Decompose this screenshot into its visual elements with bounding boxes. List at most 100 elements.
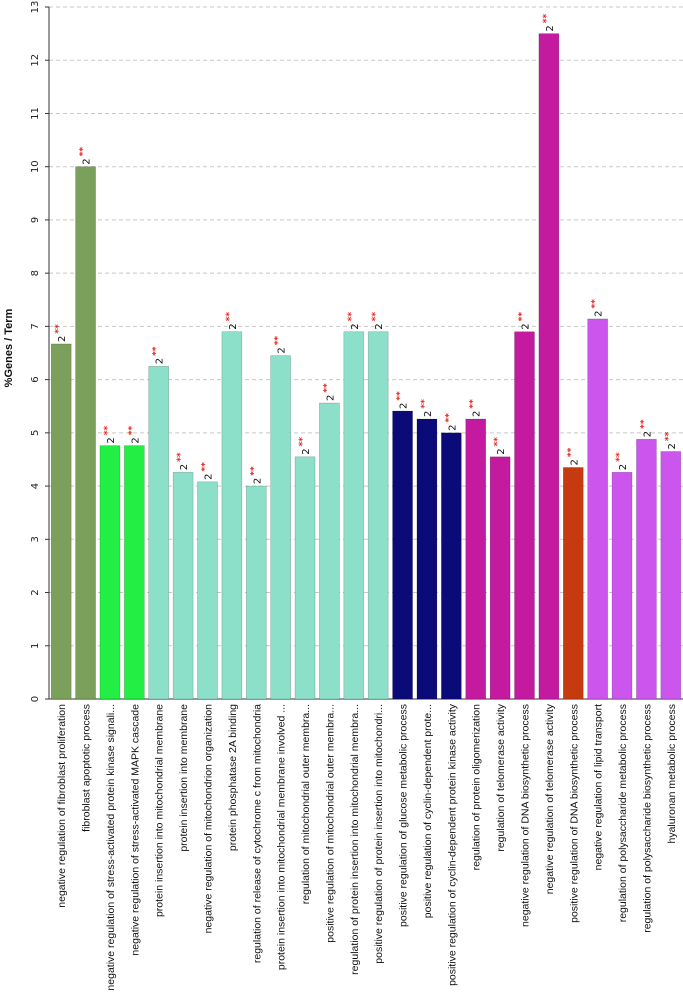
- gene-count-label: 2: [447, 424, 458, 430]
- gene-count-label: 2: [594, 311, 605, 317]
- gene-count-label: 2: [204, 473, 215, 479]
- bar: [99, 445, 121, 700]
- bar-data-label: 2**: [615, 452, 629, 470]
- bar-data-label: 2**: [664, 431, 678, 449]
- bar-data-label: 2**: [420, 399, 434, 417]
- x-category-label: hyaluronan metabolic process: [666, 704, 678, 844]
- x-category-label: positive regulation of cyclin-dependent …: [446, 703, 458, 986]
- significance-label: **: [127, 426, 137, 436]
- y-tick-label: 1: [30, 643, 41, 649]
- gene-count-label: 2: [106, 437, 117, 443]
- gene-count-label: 2: [350, 323, 361, 329]
- y-tick-label: 0: [30, 696, 41, 702]
- bar-data-label: 2 **: [469, 399, 483, 417]
- bar: [392, 410, 413, 700]
- bar: [124, 445, 145, 700]
- y-tick-label: 7: [30, 323, 41, 329]
- x-category-label: protein phosphatase 2A binding: [227, 704, 239, 851]
- y-tick-label: 12: [30, 54, 41, 67]
- significance-label: **: [542, 14, 552, 24]
- significance-label: **: [444, 413, 454, 423]
- bar: [148, 366, 170, 700]
- gene-count-label: 2: [155, 358, 166, 364]
- gene-count-label: 2: [521, 323, 532, 329]
- bar: [270, 355, 291, 700]
- x-category-label: positive regulation of cyclin-dependent …: [422, 704, 434, 918]
- bar-data-label: 2**: [493, 437, 507, 455]
- bar-data-label: 2**: [542, 14, 556, 32]
- bar-data-label: 2**: [518, 312, 532, 330]
- significance-label: **: [518, 312, 528, 322]
- x-axis-labels: negative regulation of fibroblast prolif…: [56, 703, 678, 990]
- bar-data-label: 2 **: [591, 299, 605, 317]
- gene-count-label: 2: [545, 25, 556, 31]
- significance-label: **: [201, 462, 211, 472]
- y-tick-label: 9: [30, 217, 41, 223]
- significance-label: **: [420, 399, 430, 409]
- bar: [416, 418, 438, 700]
- significance-label: **: [152, 346, 162, 356]
- bar-data-label: 2**: [274, 336, 288, 354]
- bar: [172, 471, 194, 700]
- bar: [538, 33, 560, 700]
- bar: [319, 402, 340, 700]
- significance-label: **: [396, 391, 406, 401]
- x-category-label: protein insertion into membrane: [178, 704, 190, 852]
- x-category-label: fibroblast apoptotic process: [81, 704, 93, 832]
- bar-data-label: 2**: [322, 383, 336, 401]
- gene-count-label: 2: [642, 431, 653, 437]
- x-category-label: regulation of polysaccharide biosyntheti…: [641, 704, 653, 933]
- bar: [367, 331, 389, 700]
- significance-label: **: [566, 447, 576, 457]
- bar: [441, 432, 462, 700]
- y-axis-label: %Genes / Term: [3, 308, 15, 387]
- bar: [660, 451, 682, 700]
- bar-data-label: 2**: [127, 426, 141, 444]
- significance-label: **: [591, 299, 601, 309]
- x-category-label: protein insertion into mitochondrial mem…: [276, 704, 288, 970]
- y-tick-label: 2: [30, 589, 41, 595]
- bar: [343, 331, 365, 700]
- bar: [221, 331, 243, 700]
- bar-data-label: 2**: [103, 426, 117, 444]
- y-tick-label: 13: [30, 1, 41, 14]
- bar: [489, 456, 511, 700]
- bar-data-label: 2 **: [639, 419, 653, 437]
- y-tick-label: 11: [30, 107, 41, 120]
- significance-label: **: [249, 466, 259, 476]
- gene-count-label: 2: [179, 464, 190, 470]
- y-tick-label: 5: [30, 430, 41, 436]
- bar-data-label: 2**: [249, 466, 263, 484]
- significance-label: **: [469, 399, 479, 409]
- x-category-label: regulation of protein insertion into mit…: [349, 704, 361, 975]
- gene-count-label: 2: [57, 336, 68, 342]
- y-tick-label: 4: [30, 483, 41, 489]
- gene-count-label: 2: [496, 448, 507, 454]
- bar-data-label: 2**: [566, 447, 580, 465]
- significance-label: **: [639, 419, 649, 429]
- x-category-label: positive regulation of DNA biosynthetic …: [568, 704, 580, 923]
- significance-label: **: [493, 437, 503, 447]
- gene-count-label: 2: [618, 464, 629, 470]
- significance-label: **: [79, 147, 89, 157]
- bar-data-label: 2**: [347, 312, 361, 330]
- gene-count-label: 2: [374, 323, 385, 329]
- significance-label: **: [298, 437, 308, 447]
- gene-count-label: 2: [472, 411, 483, 417]
- bar-data-label: 2**: [201, 462, 215, 480]
- bar: [50, 343, 72, 700]
- bar-data-label: 2**: [396, 391, 410, 409]
- gene-count-label: 2: [228, 323, 239, 329]
- significance-label: **: [347, 312, 357, 322]
- bar: [294, 456, 316, 700]
- x-category-label: regulation of protein oligomerization: [471, 704, 483, 871]
- bar: [611, 471, 633, 700]
- bar-data-label: 2**: [444, 413, 458, 431]
- significance-label: **: [274, 336, 284, 346]
- x-category-label: negative regulation of mitochondrion org…: [203, 704, 215, 934]
- bar: [465, 418, 487, 700]
- x-category-label: protein insertion into mitochondrial mem…: [154, 704, 166, 917]
- bar: [636, 438, 657, 700]
- significance-label: **: [176, 452, 186, 462]
